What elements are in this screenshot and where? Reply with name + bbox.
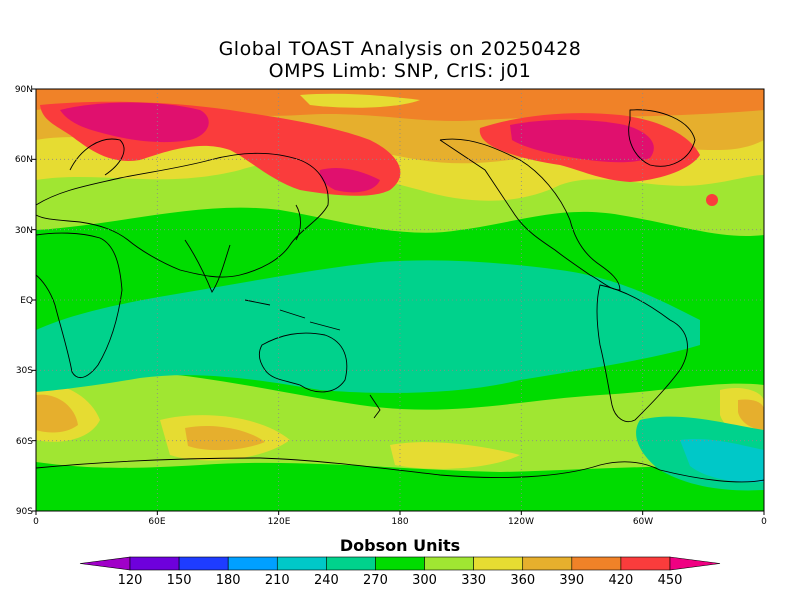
lon-label: 0	[761, 517, 767, 527]
field-south-yellow-3	[390, 442, 520, 469]
colorbar-tick-label: 360	[510, 573, 535, 588]
colorbar-swatch	[571, 556, 622, 571]
coastlines	[36, 109, 764, 483]
colorbar-swatch	[227, 556, 278, 571]
colorbar-tick-label: 270	[363, 573, 388, 588]
lon-label: 120W	[508, 517, 534, 527]
colorbar-tick-label: 330	[461, 573, 486, 588]
lat-label: 60N	[15, 155, 33, 165]
coast-australia	[258, 332, 348, 393]
coast-antarctica	[36, 457, 764, 483]
colorbar-swatch	[326, 556, 376, 571]
field-siberia-peak	[319, 168, 380, 193]
colorbar-tick-label: 210	[265, 573, 290, 588]
colorbar-min-arrow	[79, 556, 131, 571]
colorbar-tick-label: 120	[118, 573, 143, 588]
colorbar-tick-label: 180	[216, 573, 241, 588]
colorbar-swatch	[522, 556, 573, 571]
colorbar-tick-label: 240	[314, 573, 339, 588]
colorbar-swatch	[424, 556, 474, 571]
lat-label: 30N	[15, 226, 33, 236]
lon-label: 0	[33, 517, 39, 527]
colorbar-swatch	[178, 556, 229, 571]
grid-lines	[36, 89, 764, 511]
colorbar-title: Dobson Units	[339, 536, 461, 555]
coast-japan	[295, 204, 301, 241]
lon-label: 60W	[633, 517, 653, 527]
lat-label: 90S	[16, 507, 33, 517]
colorbar-tick-label: 450	[658, 573, 683, 588]
colorbar-tick-label: 390	[559, 573, 584, 588]
field-canada-peak	[510, 119, 654, 163]
chart-title: Global TOAST Analysis on 20250428	[218, 38, 582, 60]
colorbar-swatch	[129, 556, 180, 571]
lat-label: 30S	[16, 366, 33, 376]
coast-newzealand	[369, 394, 381, 419]
field-south-orange-4	[738, 399, 764, 430]
lon-label: 180	[391, 517, 408, 527]
lat-label: 60S	[16, 437, 33, 447]
lat-label: EQ	[20, 296, 33, 306]
field-south-orange-2	[185, 425, 265, 451]
field-europe-peak	[60, 102, 209, 143]
coast-south-america	[596, 284, 688, 423]
lon-labels: 0 60E 120E 180 120W 60W 0	[33, 517, 767, 527]
lat-label: 90N	[15, 85, 33, 95]
colorbar-tick-label: 420	[608, 573, 633, 588]
field-south-orange-1	[36, 394, 78, 433]
field-band-south-pole	[36, 480, 764, 511]
coast-indonesia	[244, 299, 341, 331]
coast-africa	[36, 232, 123, 379]
colorbar-swatch	[473, 556, 524, 571]
lon-label: 60E	[148, 517, 165, 527]
chart-subtitle: OMPS Limb: SNP, CrIS: j01	[268, 60, 532, 82]
lon-label: 120E	[268, 517, 291, 527]
colorbar-tick-label: 300	[412, 573, 437, 588]
coast-scandinavia	[69, 138, 125, 176]
lat-labels: 90N 60N 30N EQ 30S 60S 90S	[15, 85, 33, 517]
field-tropical-low	[36, 260, 700, 393]
field-pole-pale	[300, 93, 420, 108]
tick-marks	[32, 88, 765, 515]
colorbar-tick-label: 150	[167, 573, 192, 588]
colorbar-swatch	[276, 556, 327, 571]
coast-india	[184, 239, 231, 293]
colorbar-max-arrow	[669, 556, 721, 571]
coast-greenland	[628, 109, 696, 167]
colorbar: 120 150 180 210 240 270 300 330 360 390 420 450	[79, 556, 721, 588]
field-atlantic-spot	[706, 194, 718, 206]
colorbar-swatch	[620, 556, 671, 571]
field-south-low-core	[680, 439, 764, 483]
colorbar-swatch	[375, 556, 425, 571]
